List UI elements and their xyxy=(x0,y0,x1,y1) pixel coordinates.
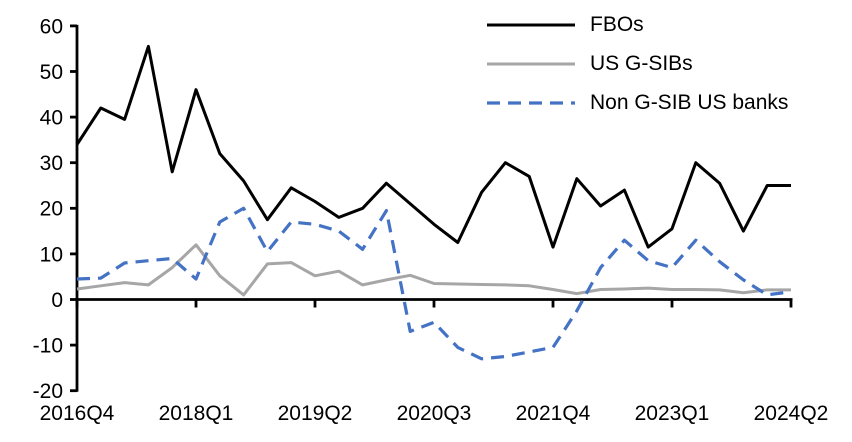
x-tick-label: 2018Q1 xyxy=(159,402,234,425)
y-tick-label: 0 xyxy=(51,289,63,312)
x-tick-label: 2024Q2 xyxy=(754,402,829,425)
legend-item-non-gsib-us-banks: Non G-SIB US banks xyxy=(487,83,788,122)
legend-line-fbos-icon xyxy=(487,23,575,26)
y-tick-label: 10 xyxy=(40,243,63,266)
legend-item-us-gsibs: US G-SIBs xyxy=(487,44,788,83)
x-tick-label: 2019Q2 xyxy=(278,402,353,425)
x-tick-label: 2016Q4 xyxy=(40,402,115,425)
x-tick-label: 2021Q4 xyxy=(516,402,591,425)
y-tick-label: 60 xyxy=(40,15,63,38)
y-tick-label: 40 xyxy=(40,106,63,129)
legend-label-non-gsib-us-banks: Non G-SIB US banks xyxy=(590,90,789,114)
y-tick-label: 50 xyxy=(40,61,63,84)
series-line-non-g-sib-us-banks xyxy=(76,206,792,361)
y-tick-label: 20 xyxy=(40,198,63,221)
y-tick-label: 30 xyxy=(40,152,63,175)
legend-line-us-gsibs-icon xyxy=(487,62,575,65)
legend-label-fbos: FBOs xyxy=(590,12,644,36)
y-tick-label: -20 xyxy=(33,380,63,403)
x-tick-label: 2020Q3 xyxy=(397,402,472,425)
series-line-fbos xyxy=(75,44,791,249)
legend-label-us-gsibs: US G-SIBs xyxy=(590,51,693,75)
series-line-us-g-sibs xyxy=(76,243,791,297)
x-tick-label: 2023Q1 xyxy=(635,402,710,425)
y-tick-label: -10 xyxy=(33,334,63,357)
legend-line-non-gsib-icon xyxy=(487,100,575,105)
legend: FBOs US G-SIBs Non G-SIB US banks xyxy=(487,5,788,122)
legend-item-fbos: FBOs xyxy=(487,5,788,44)
